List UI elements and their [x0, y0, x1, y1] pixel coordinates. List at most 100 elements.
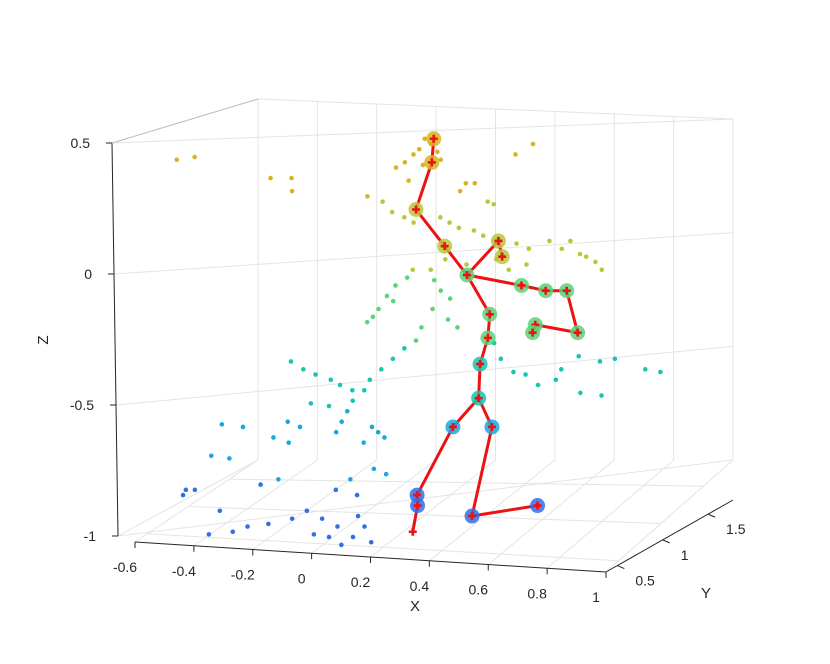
joint-marker	[476, 360, 485, 369]
joint-marker	[427, 158, 436, 167]
cloud-point	[369, 424, 375, 430]
x-tick-label: 0.4	[410, 578, 430, 594]
grid-line	[429, 459, 556, 562]
x-axis-label: X	[410, 598, 420, 615]
cloud-point	[361, 440, 366, 445]
grid-line	[188, 505, 662, 524]
cloud-point	[411, 152, 416, 157]
grid-line	[113, 232, 734, 275]
cloud-point	[438, 215, 443, 220]
y-tick-mark	[617, 565, 625, 570]
cloud-point	[319, 516, 325, 521]
cloud-point	[506, 267, 512, 273]
cloud-point	[442, 256, 448, 262]
skeleton-bone	[414, 160, 434, 211]
grid-line	[134, 459, 259, 543]
joint-marker	[463, 271, 471, 279]
z-tick-label: -1	[84, 528, 97, 544]
grid-line	[605, 459, 734, 573]
z-tick-label: 0.5	[71, 135, 91, 151]
cloud-point	[513, 152, 518, 157]
grid-line	[111, 118, 734, 144]
cloud-point	[370, 314, 376, 320]
cloud-point	[514, 241, 519, 246]
grid-line	[546, 459, 674, 569]
cloud-point	[268, 175, 273, 181]
cloud-point	[337, 382, 343, 388]
cloud-point	[230, 529, 236, 535]
cloud-point	[371, 466, 377, 472]
skeleton-bone	[465, 239, 500, 277]
cloud-point	[335, 524, 340, 529]
cloud-point	[180, 492, 186, 498]
grid-line	[311, 459, 437, 554]
joint-marker	[517, 281, 526, 290]
cloud-point	[428, 267, 434, 273]
cloud-point	[413, 338, 419, 343]
skeleton-bone	[465, 273, 492, 316]
cloud-point	[559, 367, 564, 372]
skeleton-bone	[414, 208, 447, 248]
x-tick-label: 0.2	[351, 574, 371, 590]
cloud-point	[380, 199, 385, 204]
cloud-point	[192, 487, 198, 493]
cloud-point	[245, 524, 250, 529]
y-tick-label: 1	[681, 547, 689, 563]
cloud-point	[240, 424, 246, 430]
cloud-point	[304, 508, 310, 514]
cloud-point	[355, 513, 361, 519]
cloud-point	[472, 181, 478, 186]
cloud-point	[364, 319, 370, 325]
cloud-point	[393, 165, 399, 170]
cloud-point	[597, 359, 603, 364]
cloud-point	[301, 367, 306, 372]
joint-marker	[429, 134, 438, 143]
joint-marker	[413, 491, 422, 500]
cloud-point	[354, 492, 360, 498]
cloud-point	[376, 306, 381, 312]
cloud-point	[362, 524, 367, 529]
joint-marker	[494, 236, 503, 245]
cloud-point	[393, 283, 398, 288]
cloud-point	[192, 154, 197, 160]
cloud-point	[416, 146, 422, 152]
cloud-point	[577, 251, 583, 257]
cloud-point	[349, 387, 355, 393]
cloud-point	[599, 393, 604, 398]
x-tick-label: -0.6	[113, 559, 137, 575]
grid-line	[252, 459, 378, 550]
cloud-point	[365, 194, 370, 199]
cloud-point	[390, 356, 396, 362]
cloud-point	[258, 482, 263, 487]
cloud-point	[333, 487, 339, 493]
y-axis-line	[605, 499, 734, 573]
y-tick-label: 0.5	[635, 573, 655, 589]
cloud-point	[447, 220, 452, 225]
cloud-point	[438, 157, 444, 163]
cloud-point	[547, 238, 552, 244]
axes	[106, 98, 734, 578]
x-tick-label: 0.8	[527, 585, 547, 601]
grid-line	[117, 459, 259, 537]
cloud-point	[498, 356, 504, 362]
cloud-point	[420, 162, 426, 168]
joint-marker	[487, 422, 496, 431]
cloud-point	[599, 267, 605, 273]
cloud-point	[422, 136, 428, 142]
cloud-point	[219, 422, 225, 427]
cloud-point	[464, 262, 469, 267]
cloud-point	[576, 353, 582, 359]
joint-marker	[562, 286, 571, 295]
cloud-point	[480, 233, 486, 238]
cloud-point	[431, 277, 437, 283]
y-tick-mark	[707, 513, 716, 518]
grid-line	[229, 478, 704, 487]
cloud-point	[266, 521, 271, 527]
cloud-point	[350, 398, 356, 404]
x-tick-label: 0	[298, 570, 306, 586]
joint-marker	[528, 328, 537, 337]
cloud-point	[379, 367, 384, 372]
cloud-point	[174, 157, 180, 163]
cloud-point	[553, 377, 559, 383]
cloud-point	[471, 228, 477, 233]
